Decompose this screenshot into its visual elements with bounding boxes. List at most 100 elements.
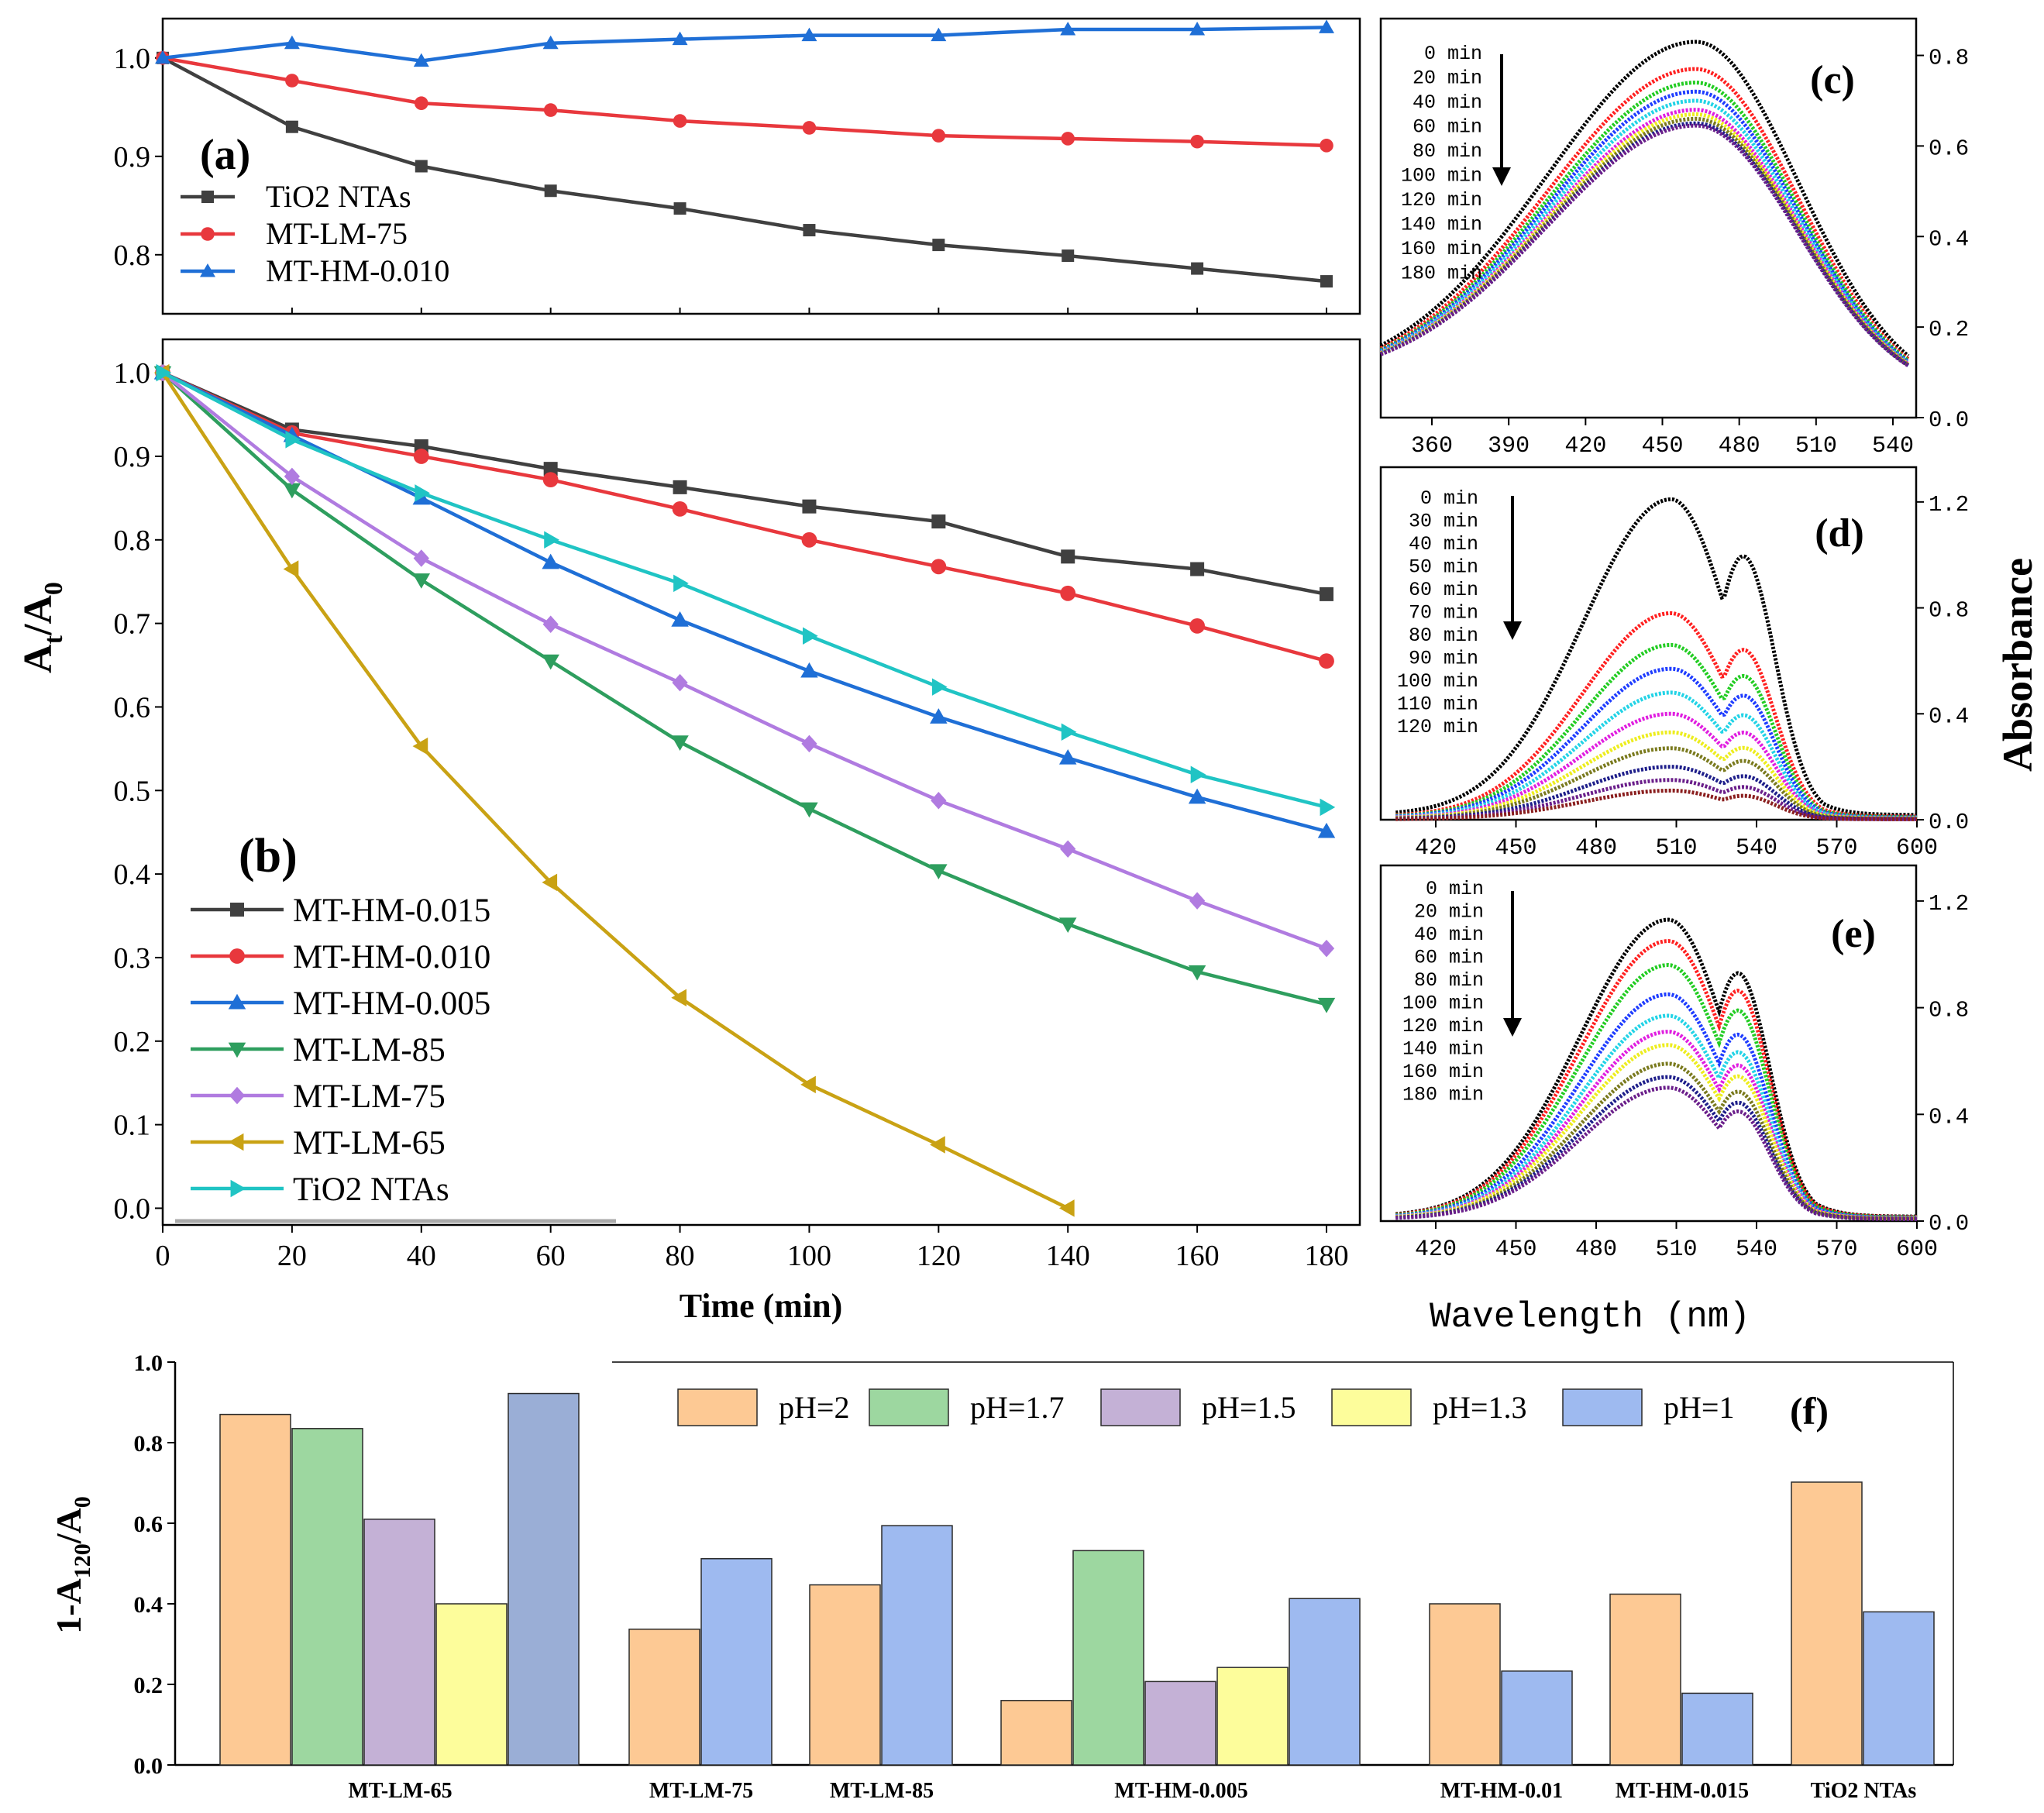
data-point: [1060, 21, 1076, 36]
data-point: [1189, 892, 1206, 910]
data-point: [415, 160, 428, 173]
bar: [435, 1603, 508, 1766]
legend-label: 100 min: [1402, 993, 1484, 1015]
panel-label: (b): [239, 830, 298, 882]
bar: [1863, 1611, 1935, 1766]
bar: [1681, 1692, 1753, 1766]
data-point: [802, 121, 817, 135]
data-point: [671, 611, 689, 627]
y-tick-label: 0.8: [1929, 998, 1969, 1023]
data-point: [1320, 275, 1333, 288]
data-point: [931, 559, 947, 575]
y-tick-label: 0.2: [114, 1026, 151, 1058]
spectrum-curve: [1395, 642, 1917, 820]
y-axis-label: At/A0: [16, 582, 68, 673]
legend-label: 160 min: [1401, 238, 1482, 260]
data-point: [673, 480, 687, 494]
x-tick-label: 570: [1815, 1237, 1857, 1263]
series-line: [161, 371, 1327, 1006]
data-point: [1061, 132, 1075, 146]
data-point: [930, 708, 948, 724]
bar: [1000, 1700, 1072, 1766]
plot-frame: [161, 338, 1361, 1226]
data-point: [413, 449, 429, 464]
spectrum-curve: [1395, 497, 1917, 817]
bar: [363, 1519, 435, 1766]
data-point: [542, 873, 558, 892]
series-line: [162, 371, 1327, 597]
legend-label: 0 min: [1426, 878, 1484, 900]
y-tick-label: 0.4: [114, 858, 151, 891]
data-point: [1319, 19, 1334, 33]
legend-marker: [228, 1042, 246, 1058]
y-tick-label: 0.3: [114, 942, 151, 975]
data-point: [932, 239, 945, 252]
legend-swatch: [1331, 1388, 1412, 1426]
data-point: [671, 989, 686, 1006]
data-point: [673, 574, 689, 593]
plot-frame: [1379, 466, 1918, 821]
series-line: [162, 26, 1327, 63]
y-tick-label: 1.0: [114, 43, 151, 75]
legend-label: MT-LM-75: [293, 1079, 446, 1115]
panel-label: (f): [1790, 1389, 1829, 1433]
data-point: [542, 654, 559, 670]
legend-label: 50 min: [1409, 556, 1478, 579]
x-tick-label: 540: [1736, 835, 1777, 862]
bar: [1289, 1598, 1361, 1766]
legend-label: 70 min: [1409, 602, 1478, 624]
legend-label: MT-HM-0.005: [293, 986, 490, 1022]
bar: [809, 1584, 881, 1766]
data-point: [800, 802, 818, 818]
data-point: [1191, 262, 1204, 275]
series-line: [161, 371, 1327, 951]
bar: [291, 1428, 363, 1766]
x-tick-label: 450: [1495, 1237, 1536, 1263]
panel-label: (c): [1810, 58, 1855, 102]
x-tick-label: MT-HM-0.01: [1440, 1779, 1563, 1803]
x-tick-label: 510: [1795, 433, 1837, 459]
legend-label: 90 min: [1409, 648, 1478, 670]
bar: [1429, 1603, 1501, 1766]
legend-label: 110 min: [1397, 693, 1478, 716]
y-tick-label: 0.9: [114, 141, 151, 174]
y-tick-label: 0.0: [114, 1192, 151, 1225]
legend-label: 30 min: [1409, 511, 1478, 533]
legend-label: 100 min: [1397, 670, 1478, 693]
data-point: [1062, 249, 1075, 263]
x-tick-label: 600: [1896, 1237, 1938, 1263]
data-point: [803, 627, 818, 645]
series-line: [161, 371, 1069, 1210]
legend-swatch: [1100, 1388, 1181, 1426]
data-point: [542, 615, 559, 633]
y-tick-label: 0.8: [1929, 598, 1969, 624]
spectrum-curve: [1379, 40, 1910, 358]
data-point: [542, 472, 559, 488]
legend-swatch: [869, 1388, 949, 1426]
y-tick-label: 0.8: [114, 239, 151, 272]
legend-label: 40 min: [1413, 91, 1482, 114]
x-tick-label: 140: [1046, 1240, 1090, 1272]
data-point: [285, 74, 299, 88]
data-point: [1188, 788, 1206, 804]
legend-label: TiO2 NTAs: [293, 1171, 449, 1208]
x-tick-label: 450: [1641, 433, 1683, 459]
decrease-arrow-head: [1503, 1018, 1522, 1037]
y-tick-label: 1.2: [1929, 492, 1969, 518]
legend-label: 20 min: [1414, 901, 1484, 924]
y-axis-label-a: A: [16, 644, 60, 673]
data-point: [930, 864, 948, 880]
data-point: [673, 202, 686, 215]
data-point: [672, 673, 688, 692]
data-point: [1317, 822, 1336, 838]
legend-label: 120 min: [1397, 716, 1478, 738]
data-point: [542, 553, 559, 569]
bar: [1072, 1550, 1144, 1766]
x-tick-label: MT-LM-85: [830, 1779, 934, 1803]
spectrum-curve: [1395, 611, 1917, 819]
series-line: [161, 371, 1327, 810]
x-tick-label: 100: [787, 1240, 831, 1272]
data-point: [1189, 21, 1206, 36]
legend-marker: [229, 948, 245, 964]
y-tick-label: 1.0: [114, 357, 151, 390]
